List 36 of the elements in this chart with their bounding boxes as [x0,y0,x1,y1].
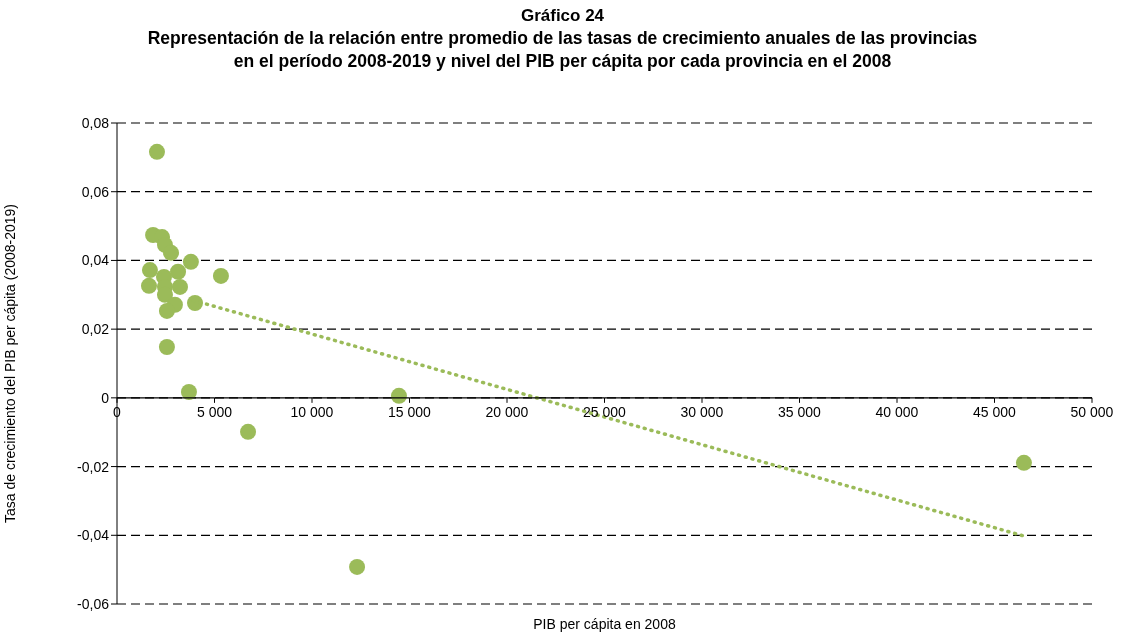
x-tick-label: 50 000 [1070,403,1114,420]
point [140,277,157,294]
point [148,143,165,160]
y-tick-label: 0 [101,389,110,406]
x-tick-label: 5 000 [196,403,233,420]
x-tick-label: 30 000 [680,403,724,420]
point [180,384,197,401]
x-tick-label: 40 000 [875,403,919,420]
chart-title: Gráfico 24 [519,5,606,27]
point [1015,454,1032,471]
x-tick-label: 10 000 [290,403,334,420]
x-axis-title: PIB per cápita en 2008 [533,616,676,632]
chart-subtitle: Representación de la relación entre promedio de las tasas de crecimiento anuales de las provincias en el período 2008-2019 y nivel del PIB per cápita por cada provincia en el 2008 [146,27,979,73]
y-tick-label: -0,04 [77,527,110,544]
x-tick-label: 15 000 [388,403,432,420]
y-tick-label: -0,02 [77,458,110,475]
point [240,423,257,440]
y-tick-label: 0,02 [81,321,110,338]
y-tick-label: 0,04 [81,252,110,269]
point [212,267,229,284]
y-tick-label: 0,08 [81,114,110,131]
y-axis-title: Tasa de crecimiento del PIB per cápita (2008-2019) [1,203,18,524]
point [158,339,175,356]
y-tick-label: -0,06 [77,595,110,612]
x-tick-label: 20 000 [485,403,529,420]
point [170,263,187,280]
x-tick-label: 35 000 [778,403,822,420]
point [158,302,175,319]
x-tick-label: 0 [113,403,122,420]
point [182,253,199,270]
x-tick-label: 45 000 [973,403,1017,420]
y-tick-label: 0,06 [81,183,110,200]
point [349,558,366,575]
point [171,278,188,295]
point [163,244,180,261]
point [141,262,158,279]
